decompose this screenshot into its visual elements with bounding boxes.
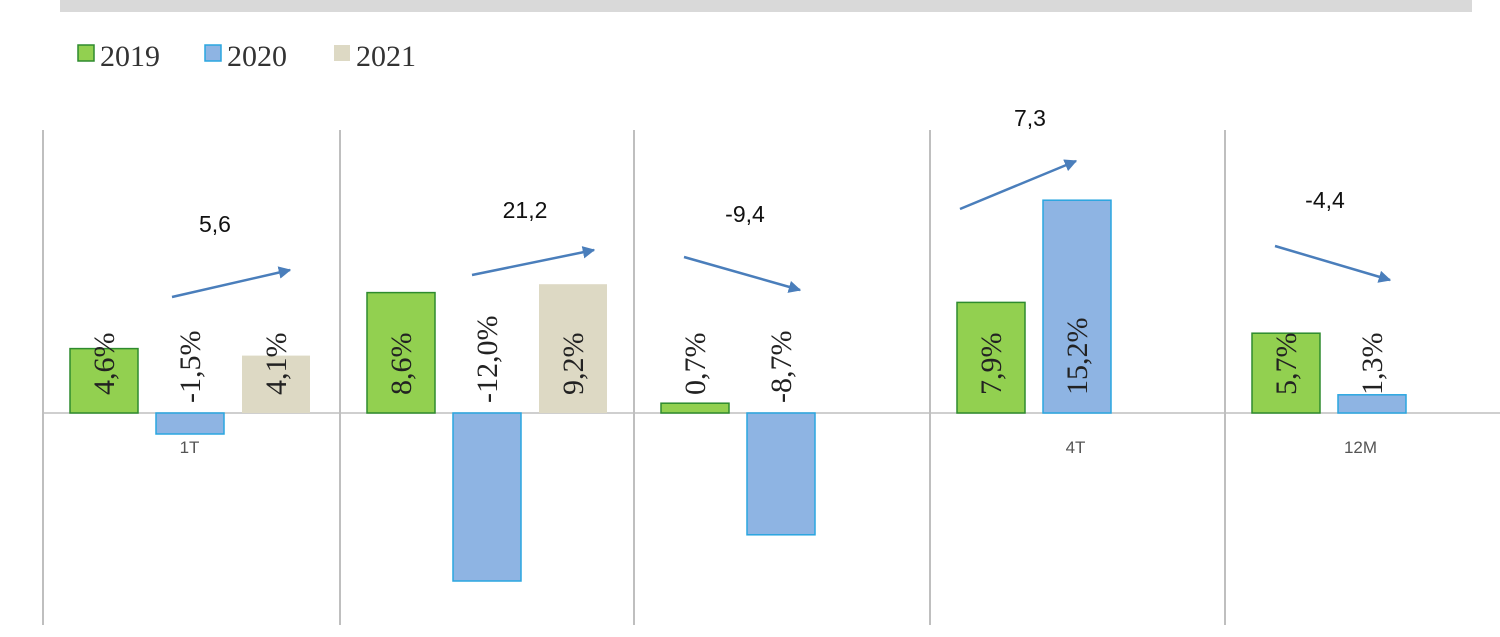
category-label: 4T [1066,438,1086,457]
trend-arrow [683,255,802,293]
trend-arrow [471,246,596,277]
growth-annotation: 21,2 [503,197,548,223]
legend-label-2019: 2019 [100,40,160,73]
data-label: 5,7% [1270,333,1303,396]
legend-swatch-2021 [334,45,350,61]
bar-2020-4T [1042,199,1112,414]
data-label: -1,5% [174,331,207,403]
bar-2020-2T [452,412,522,582]
data-label: 4,1% [260,333,293,396]
growth-annotation: 7,3 [1014,105,1046,131]
legend-swatch-2020 [204,44,222,62]
data-label: 4,6% [88,333,121,396]
bar-2019-4T [956,301,1026,414]
data-label: 0,7% [679,333,712,396]
data-label: 1,3% [1356,333,1389,396]
legend-label-2020: 2020 [227,40,287,73]
bar-2019-3T [660,402,730,414]
category-label: 12M [1344,438,1377,457]
title-band [60,0,1472,12]
bar-2020-3T [746,412,816,536]
growth-annotation: -9,4 [725,201,765,227]
data-label: -12,0% [471,316,504,403]
bar-2019-2T [366,291,436,414]
legend-label-2021: 2021 [356,40,416,73]
bar-2021-2T [539,284,607,413]
bar-2020-12M [1337,394,1407,414]
growth-annotation: -4,4 [1305,187,1345,213]
bar-2019-1T [69,347,139,414]
bar-2020-1T [155,412,225,435]
trend-arrow [171,266,292,299]
data-label: -8,7% [765,331,798,403]
growth-annotation: 5,6 [199,211,231,237]
bar-2019-12M [1251,332,1321,414]
category-label: 1T [180,438,200,457]
trend-arrow [959,159,1078,211]
legend-swatch-2019 [77,44,95,62]
bar-2021-1T [242,355,310,413]
data-label: 7,9% [975,333,1008,396]
data-label: 15,2% [1061,318,1094,396]
trend-arrow [1274,244,1392,283]
data-label: 8,6% [385,333,418,396]
plot-area: 1T4,6%-1,5%4,1%2T8,6%-12,0%9,2%3T0,7%-8,… [42,105,1500,625]
legend: 2019 2020 2021 [77,40,416,73]
data-label: 9,2% [557,333,590,396]
